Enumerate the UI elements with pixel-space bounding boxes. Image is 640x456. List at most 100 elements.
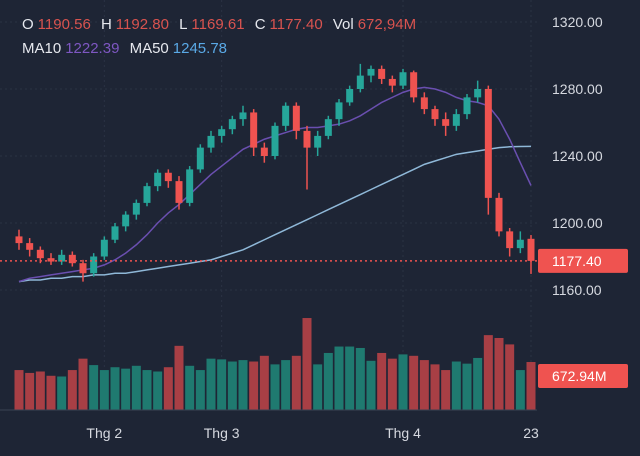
candle (378, 65, 386, 84)
candle (260, 142, 268, 163)
candle-body (239, 112, 247, 120)
candle-body (100, 239, 108, 257)
candle-body (463, 97, 471, 115)
candle (132, 199, 140, 220)
candle (527, 235, 535, 274)
volume-bar (270, 364, 280, 410)
y-tick-label: 1200.00 (552, 215, 603, 231)
candle-body (15, 236, 23, 244)
ohlc-legend: O 1190.56 H 1192.80 L 1169.61 C 1177.40 Vol 6… (22, 16, 422, 33)
volume-bar (291, 355, 301, 410)
low-value: 1169.61 (191, 16, 245, 33)
volume-bar (398, 354, 408, 410)
candle (303, 125, 311, 190)
candle-body (335, 102, 343, 120)
volume-bar (345, 346, 355, 410)
x-tick-label: 23 (523, 425, 539, 441)
candle (506, 228, 514, 257)
ma10-label: MA10 (22, 40, 62, 57)
candle (282, 102, 290, 131)
volume-bar (206, 358, 216, 410)
volume-bar (441, 370, 451, 410)
low-label: L (179, 16, 188, 33)
candle (228, 115, 236, 135)
y-tick-label: 1320.00 (552, 14, 603, 30)
candle-body (132, 202, 140, 215)
volume-bar (505, 344, 515, 410)
candle (399, 68, 407, 89)
candle (431, 105, 439, 126)
candle-body (154, 172, 162, 187)
candle (79, 259, 87, 282)
candle (47, 253, 55, 265)
candle-body (218, 129, 226, 136)
candle (452, 109, 460, 131)
volume-bar (526, 362, 536, 410)
candle (271, 122, 279, 160)
open-label: O (22, 16, 34, 33)
candle-body (292, 105, 300, 131)
volume-bar (419, 360, 429, 410)
candle-body (186, 169, 194, 203)
volume-bar (227, 361, 237, 410)
candle-body (484, 89, 492, 198)
candle-body (207, 135, 215, 148)
high-label: H (100, 16, 112, 33)
volume-bar (14, 370, 24, 410)
candle (239, 105, 247, 126)
volume-bar (494, 337, 504, 410)
candle-body (314, 135, 322, 148)
candle (111, 223, 119, 244)
volume-bar (462, 363, 472, 410)
candle-body (388, 78, 396, 86)
volume-bar (259, 355, 269, 410)
candle-body (367, 68, 375, 76)
candle (186, 166, 194, 207)
open-value: 1190.56 (37, 16, 91, 33)
candle-body (378, 68, 386, 79)
volume-bar (515, 370, 525, 410)
candle-body (196, 147, 204, 170)
candle-body (474, 89, 482, 98)
candle (250, 109, 258, 156)
candle (388, 75, 396, 93)
volume-bar (217, 359, 227, 410)
candle-body (346, 89, 354, 103)
candle (15, 229, 23, 250)
volume-bar (377, 352, 387, 410)
candle (484, 85, 492, 215)
volume-bar (131, 365, 141, 410)
y-tick-label: 1160.00 (552, 282, 602, 298)
volume-value: 672,94M (357, 16, 417, 33)
candle (100, 236, 108, 260)
volume-bar (238, 360, 248, 410)
candle-body (250, 112, 258, 148)
high-value: 1192.80 (115, 16, 169, 33)
volume-bar (430, 364, 440, 410)
candle-body (164, 172, 172, 182)
volume-bar (334, 346, 344, 410)
candle (516, 231, 524, 254)
volume-bar (174, 345, 184, 410)
volume-label: Vol (332, 16, 354, 33)
candle (420, 92, 428, 115)
candle (26, 238, 34, 257)
candle (442, 112, 450, 136)
candle (218, 125, 226, 143)
candle-body (36, 249, 44, 259)
candle-body (228, 119, 236, 130)
candle-body (356, 75, 364, 89)
candle-body (431, 109, 439, 120)
volume-bar (451, 361, 461, 410)
candle (463, 94, 471, 120)
candle-body (111, 226, 119, 240)
volume-bar (163, 367, 173, 410)
volume-bar (185, 365, 195, 410)
candle-body (58, 254, 66, 262)
candle-body (410, 72, 418, 98)
candle-body (452, 114, 460, 126)
volume-bar (99, 370, 109, 410)
volume-bar (35, 371, 45, 410)
